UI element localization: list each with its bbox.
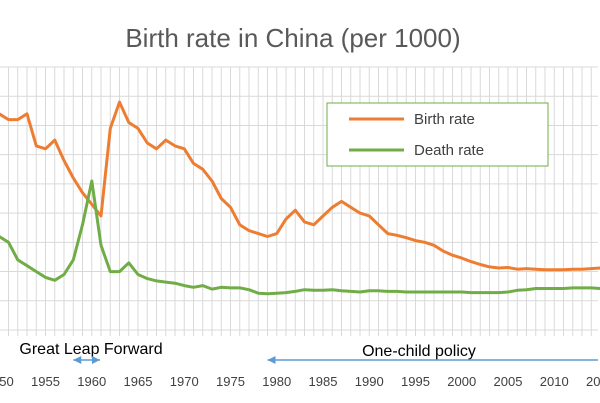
x-tick-label: 1985 [309,374,338,389]
birth-rate-series-line [0,100,600,272]
chart-title: Birth rate in China (per 1000) [125,23,460,53]
one-child-policy-label: One-child policy [362,343,476,360]
x-tick-label: 2010 [540,374,569,389]
legend: Birth rate Death rate [326,102,549,167]
x-axis-tick-labels: 1950 1955 1960 1965 1970 1975 1980 1985 1990 1995… [0,374,600,389]
x-tick-label: 1970 [170,374,199,389]
legend-label-death-rate: Death rate [414,142,484,159]
legend-box [326,102,549,167]
arrow-left-icon [267,356,276,364]
x-tick-label: 1990 [355,374,384,389]
x-tick-label: 2005 [494,374,523,389]
series-layer [0,100,600,296]
x-tick-label: 1950 [0,374,14,389]
x-tick-label: 1995 [401,374,430,389]
x-tick-label: 1965 [124,374,153,389]
x-tick-label: 1980 [262,374,291,389]
death-rate-series-line [0,179,600,296]
legend-label-birth-rate: Birth rate [414,111,475,128]
great-leap-forward-label: Great Leap Forward [19,341,162,358]
x-tick-label: 2015 [586,374,600,389]
arrow-right-icon [92,356,100,364]
annotations: Great Leap Forward One-child policy [19,341,598,364]
x-tick-label: 2000 [447,374,476,389]
x-tick-label: 1955 [31,374,60,389]
x-tick-label: 1960 [77,374,106,389]
arrow-left-icon [73,356,82,364]
x-tick-label: 1975 [216,374,245,389]
